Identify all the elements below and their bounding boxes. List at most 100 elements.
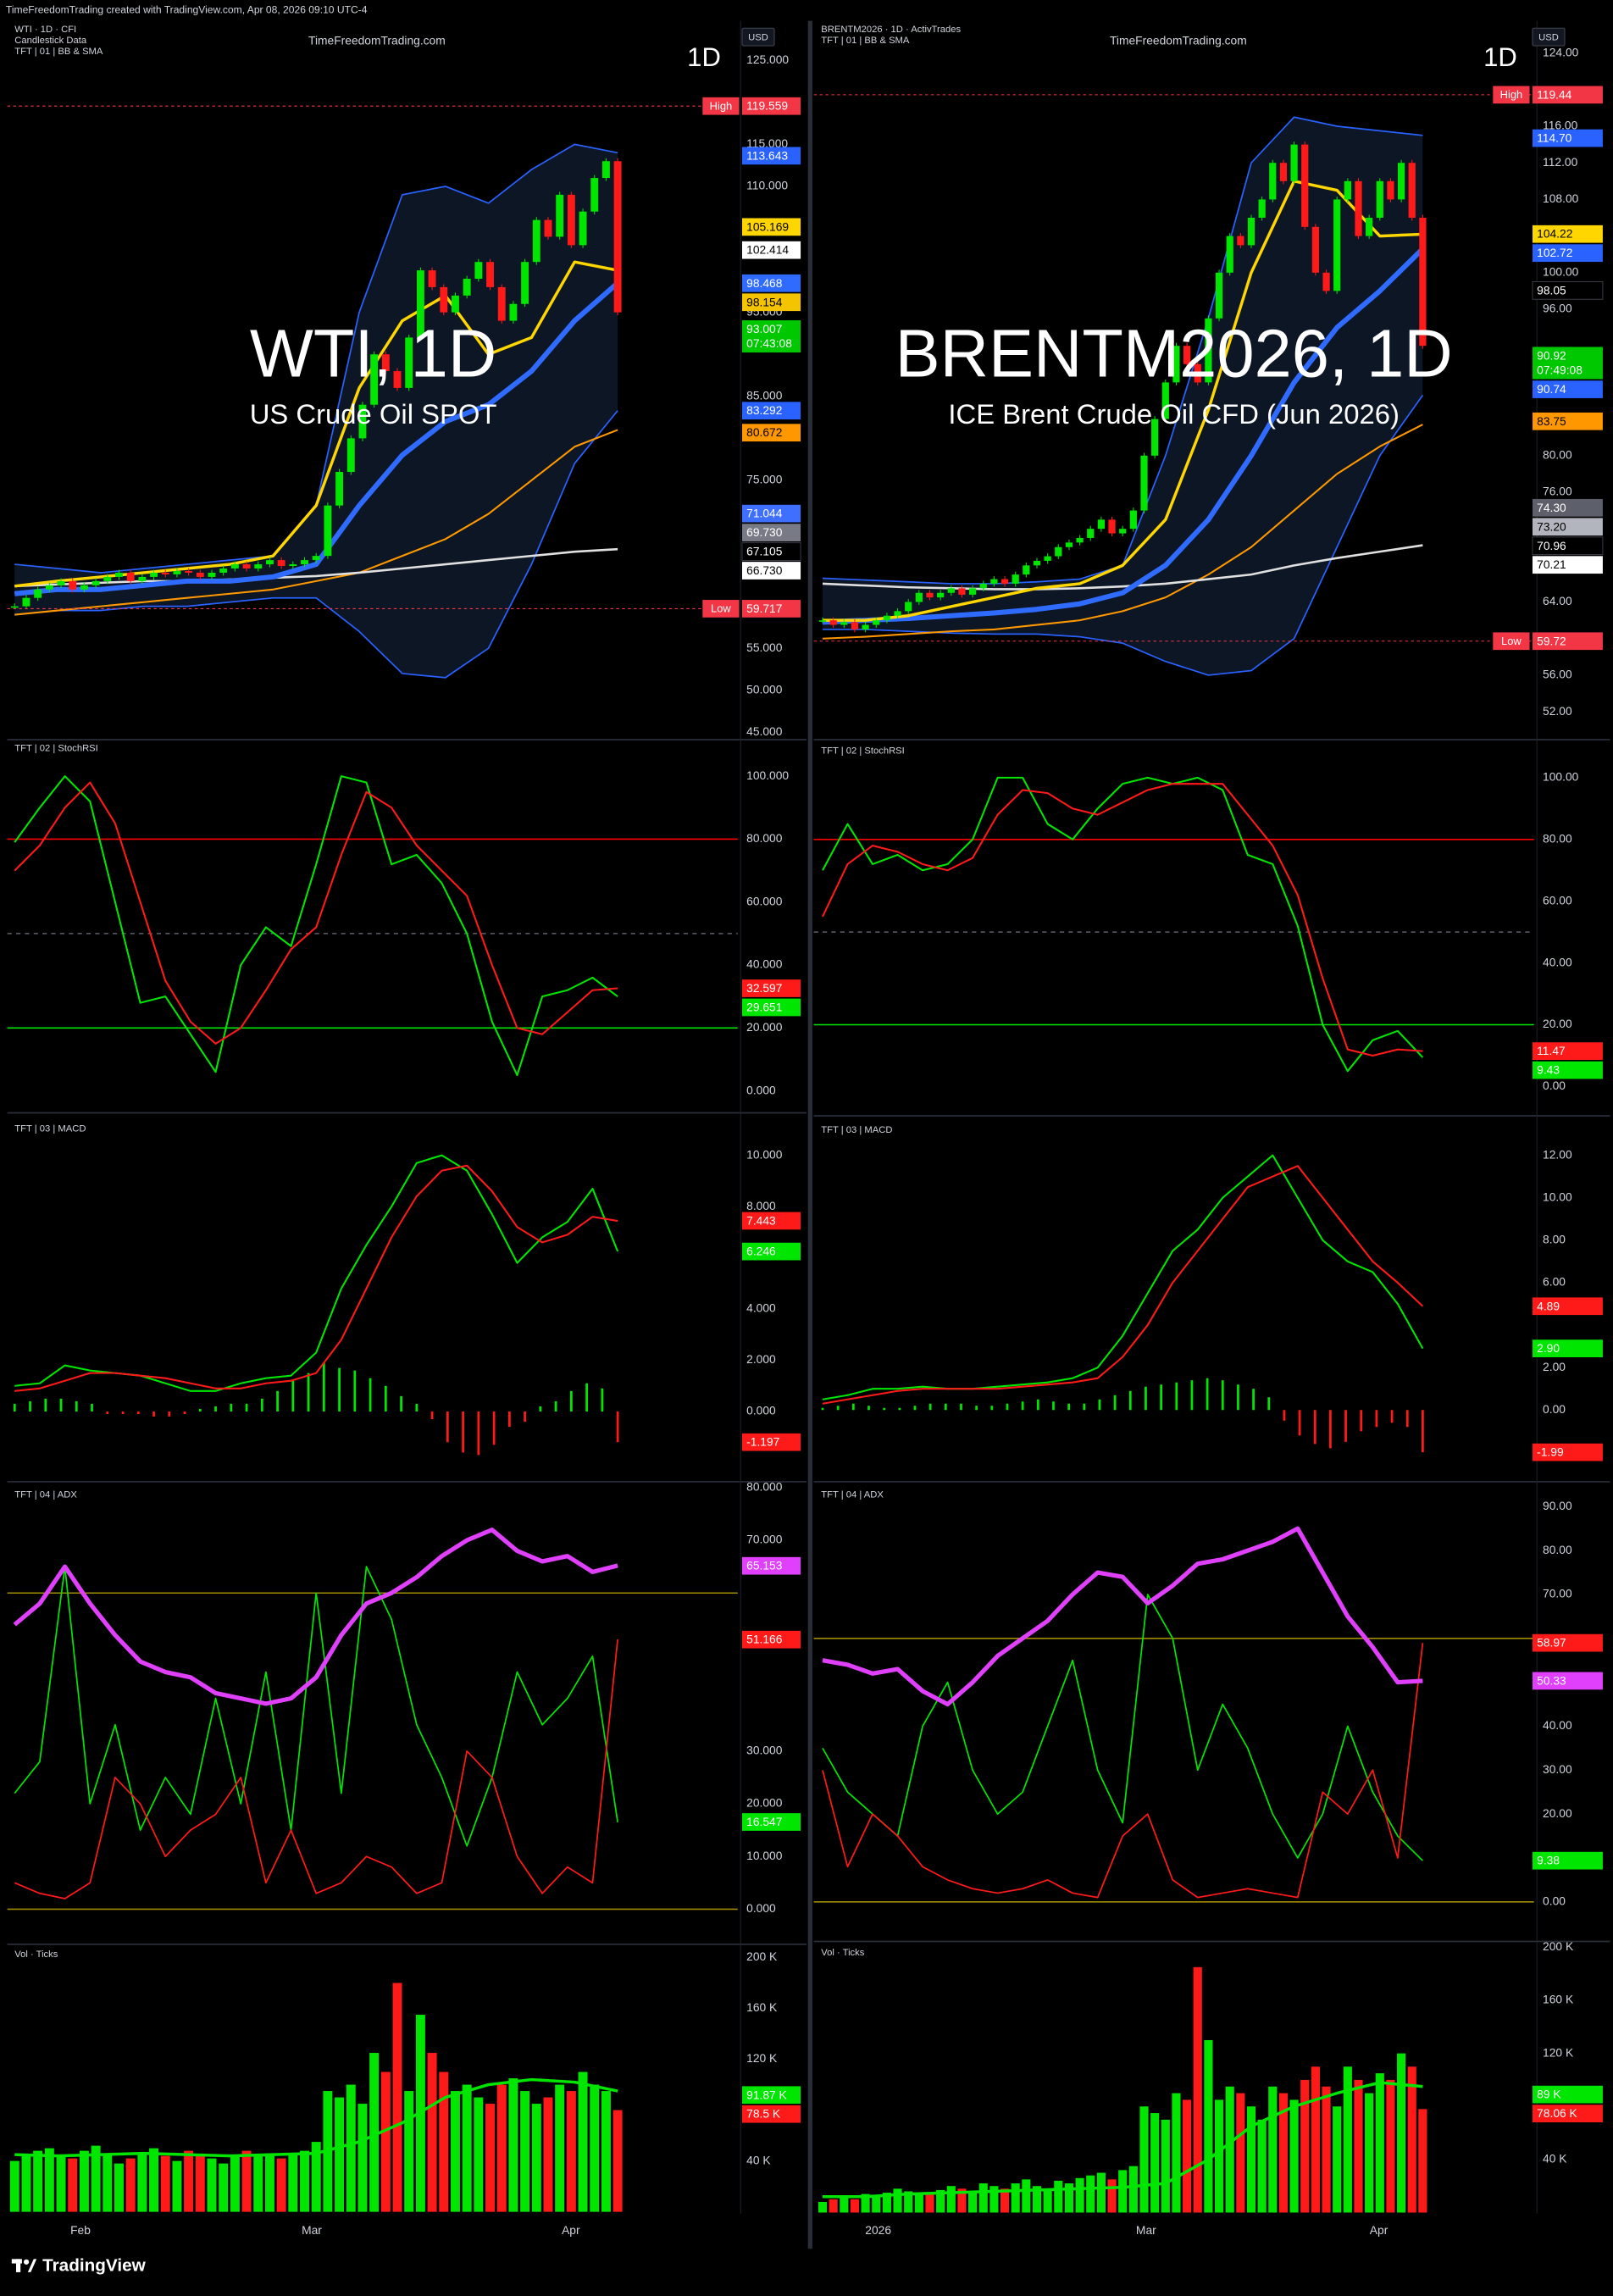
candle — [1376, 180, 1383, 219]
price-label: 93.007 — [746, 322, 782, 336]
price-label-box — [741, 504, 801, 523]
volume-bar — [91, 2145, 101, 2212]
price-label-box — [1532, 1672, 1603, 1690]
volume-bar — [1225, 2086, 1234, 2213]
histogram-bar — [307, 1373, 310, 1411]
histogram-bar — [446, 1411, 449, 1443]
volume-bar — [601, 2091, 611, 2212]
volume-bar — [590, 2084, 600, 2212]
price-label: 4.89 — [1537, 1299, 1560, 1312]
price-label-box — [741, 1630, 801, 1649]
chart-title: BRENTM2026, 1D — [895, 316, 1453, 391]
indicator-line — [14, 775, 618, 1077]
candle — [115, 572, 123, 577]
candle — [1333, 199, 1341, 291]
histogram-bar — [1067, 1403, 1071, 1411]
histogram-bar — [601, 1388, 604, 1411]
panel-title: Vol · Ticks — [821, 1948, 865, 1958]
candle — [138, 576, 147, 581]
price-label-box — [1532, 412, 1603, 430]
volume-bar — [44, 2148, 54, 2212]
price-label: 65.153 — [746, 1559, 783, 1572]
candle — [1172, 346, 1180, 383]
price-label-box — [741, 542, 801, 561]
y-tick-label: 30.000 — [746, 1743, 783, 1756]
volume-bar — [125, 2158, 136, 2212]
histogram-bar — [260, 1398, 263, 1411]
candle — [958, 588, 966, 595]
volume-bar — [264, 2153, 274, 2212]
price-label-box — [1532, 1061, 1603, 1079]
y-tick-label: 8.00 — [1543, 1233, 1566, 1246]
candle — [1279, 163, 1288, 181]
price-label-box — [1532, 2105, 1603, 2122]
price-label-box — [741, 293, 801, 312]
candle — [370, 354, 379, 405]
histogram-bar — [1360, 1410, 1363, 1432]
volume-bar — [1375, 2073, 1384, 2213]
y-tick-label: 120 K — [1543, 2045, 1574, 2059]
histogram-bar — [1098, 1399, 1101, 1411]
y-tick-label: 160 K — [746, 2000, 778, 2014]
y-tick-label: 12.00 — [1543, 1147, 1572, 1161]
y-tick-label: 8.000 — [746, 1199, 776, 1212]
volume-bar — [380, 2071, 391, 2212]
candle — [829, 620, 837, 625]
candle — [1387, 180, 1394, 200]
volume-bar — [427, 2053, 437, 2212]
volume-bar — [474, 2097, 484, 2212]
y-tick-label: 200 K — [1543, 1939, 1574, 1953]
price-label-box — [1532, 244, 1603, 263]
candle — [463, 279, 471, 296]
price-label: 6.246 — [746, 1245, 776, 1258]
watermark: TimeFreedomTrading.com — [1110, 33, 1247, 47]
candle — [497, 286, 506, 321]
volume-bar — [840, 2196, 849, 2213]
price-label: 2.90 — [1537, 1341, 1560, 1355]
candle — [1012, 574, 1019, 584]
histogram-bar — [276, 1390, 279, 1411]
histogram-bar — [1405, 1410, 1409, 1428]
volume-bar — [1365, 2093, 1374, 2213]
histogram-bar — [415, 1403, 418, 1411]
histogram-bar — [168, 1411, 171, 1417]
currency: USD — [1538, 32, 1559, 42]
price-label-box — [741, 147, 801, 165]
tag-box — [1493, 86, 1530, 104]
y-tick-label: 108.00 — [1543, 191, 1579, 205]
histogram-bar — [867, 1406, 870, 1411]
price-label: 90.92 — [1537, 348, 1566, 362]
price-label: 91.87 K — [746, 2088, 787, 2101]
histogram-bar — [1036, 1399, 1039, 1411]
candle — [1097, 519, 1106, 530]
y-tick-label: 0.00 — [1543, 1894, 1566, 1907]
price-label: 50.33 — [1537, 1673, 1566, 1687]
footer-logo — [11, 2259, 37, 2272]
price-label-box — [741, 241, 801, 259]
chart-subtitle: US Crude Oil SPOT — [250, 398, 497, 430]
price-label: 70.96 — [1537, 539, 1566, 552]
candle — [579, 211, 587, 246]
interval: 1D — [1483, 42, 1517, 72]
candle — [1258, 199, 1266, 219]
volume-bar — [219, 2163, 229, 2212]
histogram-bar — [1113, 1395, 1117, 1411]
candle — [1301, 144, 1309, 227]
candle — [1129, 510, 1137, 530]
candle — [590, 178, 599, 212]
volume-bar — [114, 2163, 124, 2212]
volume-bar — [978, 2183, 988, 2213]
volume-bar — [861, 2193, 870, 2213]
volume-bar — [1268, 2086, 1278, 2213]
price-label-box — [1532, 556, 1603, 574]
price-label-box — [1532, 1339, 1603, 1357]
volume-bar — [160, 2155, 170, 2212]
volume-bar — [1246, 2106, 1256, 2213]
y-tick-label: 6.00 — [1543, 1275, 1566, 1289]
y-tick-label: 40.00 — [1543, 955, 1572, 968]
price-label-box — [1532, 2085, 1603, 2104]
candle — [1237, 236, 1244, 246]
y-tick-label: 20.000 — [746, 1020, 783, 1034]
